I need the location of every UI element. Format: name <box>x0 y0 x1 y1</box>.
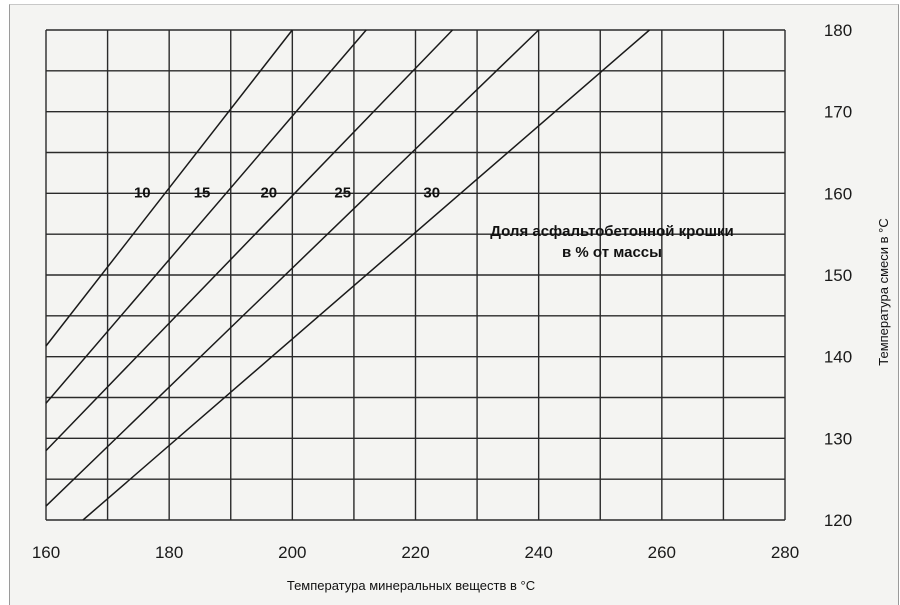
y-tick-label: 130 <box>824 429 852 448</box>
series-label-10: 10 <box>134 185 151 202</box>
x-tick-label: 200 <box>278 543 306 562</box>
series-label-25: 25 <box>334 185 351 202</box>
series-line-30 <box>82 29 650 521</box>
y-tick-label: 150 <box>824 266 852 285</box>
x-axis-title: Температура минеральных веществ в °C <box>287 578 535 593</box>
x-tick-label: 180 <box>155 543 183 562</box>
y-tick-labels: 120 130 140 150 160 170 180 <box>824 21 852 530</box>
x-tick-label: 280 <box>771 543 799 562</box>
y-tick-label: 140 <box>824 348 852 367</box>
grid <box>45 29 786 521</box>
series-label-30: 30 <box>423 185 440 202</box>
y-axis-title: Температура смеси в °C <box>876 218 891 366</box>
series-line-10 <box>45 29 293 347</box>
y-tick-label: 170 <box>824 103 852 122</box>
series-line-20 <box>45 29 454 452</box>
series-label-20: 20 <box>260 185 277 202</box>
chart-frame <box>9 4 899 605</box>
annotation-line-1: Доля асфальтобетонной крошки <box>490 223 733 240</box>
x-tick-labels: 160 180 200 220 240 260 280 <box>32 543 799 562</box>
y-tick-label: 180 <box>824 21 852 40</box>
series-label-15: 15 <box>194 185 211 202</box>
series-line-15 <box>45 29 367 404</box>
x-tick-label: 220 <box>401 543 429 562</box>
annotation-line-2: в % от массы <box>562 244 662 261</box>
series-lines <box>45 29 650 521</box>
x-tick-label: 260 <box>648 543 676 562</box>
series-labels: 10 15 20 25 30 <box>134 185 440 202</box>
series-line-25 <box>45 29 540 507</box>
y-tick-label: 120 <box>824 511 852 530</box>
y-tick-label: 160 <box>824 184 852 203</box>
x-tick-label: 160 <box>32 543 60 562</box>
x-tick-label: 240 <box>524 543 552 562</box>
